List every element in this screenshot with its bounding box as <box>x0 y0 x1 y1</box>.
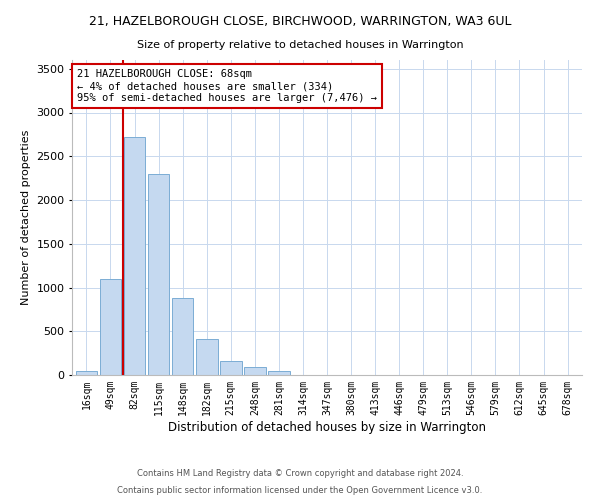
Bar <box>196 339 218 375</box>
Bar <box>220 361 242 375</box>
Bar <box>244 367 266 375</box>
Text: Contains HM Land Registry data © Crown copyright and database right 2024.: Contains HM Land Registry data © Crown c… <box>137 468 463 477</box>
Bar <box>124 137 145 375</box>
Bar <box>268 370 290 375</box>
Text: 21 HAZELBOROUGH CLOSE: 68sqm
← 4% of detached houses are smaller (334)
95% of se: 21 HAZELBOROUGH CLOSE: 68sqm ← 4% of det… <box>77 70 377 102</box>
Text: 21, HAZELBOROUGH CLOSE, BIRCHWOOD, WARRINGTON, WA3 6UL: 21, HAZELBOROUGH CLOSE, BIRCHWOOD, WARRI… <box>89 15 511 28</box>
X-axis label: Distribution of detached houses by size in Warrington: Distribution of detached houses by size … <box>168 420 486 434</box>
Text: Contains public sector information licensed under the Open Government Licence v3: Contains public sector information licen… <box>118 486 482 495</box>
Text: Size of property relative to detached houses in Warrington: Size of property relative to detached ho… <box>137 40 463 50</box>
Bar <box>76 370 97 375</box>
Bar <box>148 174 169 375</box>
Bar <box>100 279 121 375</box>
Bar <box>172 298 193 375</box>
Y-axis label: Number of detached properties: Number of detached properties <box>20 130 31 305</box>
